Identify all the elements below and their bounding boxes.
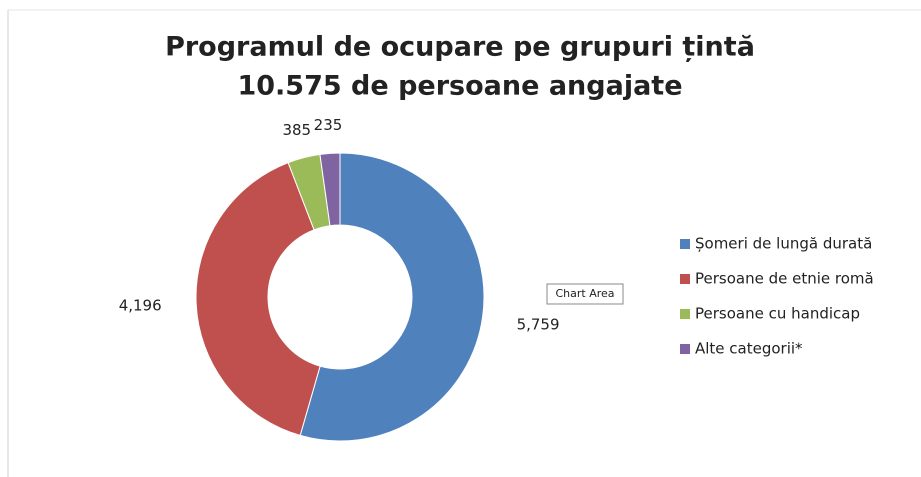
legend-label: Persoane de etnie romă — [695, 270, 874, 288]
legend-label: Șomeri de lungă durată — [695, 235, 872, 253]
donut-slice — [319, 152, 341, 227]
data-label: 4,196 — [119, 296, 162, 314]
chart-title: 10.575 de persoane angajate — [237, 71, 682, 102]
tooltip-box — [546, 283, 624, 305]
data-label: 5,759 — [517, 315, 560, 333]
tooltip: Chart Area — [555, 287, 614, 300]
legend-swatch — [680, 309, 690, 319]
chart-title: Programul de ocupare pe grupuri țintă — [165, 32, 755, 63]
legend-swatch — [680, 344, 690, 354]
legend-swatch — [680, 274, 690, 284]
legend-label: Persoane cu handicap — [695, 305, 860, 323]
data-label: 385 — [282, 121, 311, 139]
donut-slice — [299, 152, 485, 442]
legend-swatch — [680, 239, 690, 249]
legend-label: Alte categorii* — [695, 340, 803, 358]
donut-slice — [195, 162, 321, 437]
data-label: 235 — [314, 116, 343, 134]
